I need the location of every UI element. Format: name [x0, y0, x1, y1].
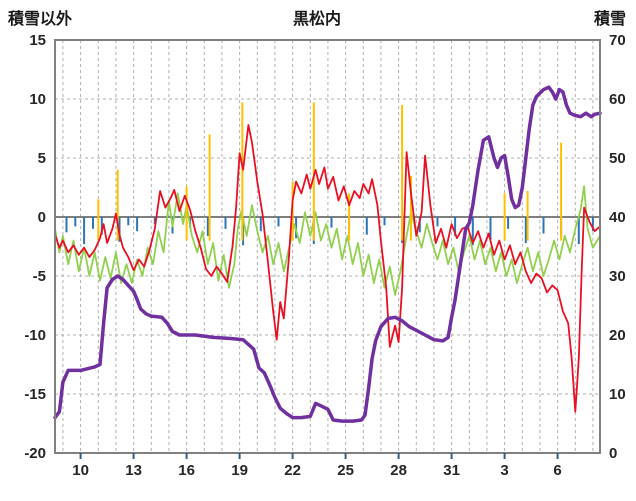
left-axis-title: 積雪以外 — [8, 11, 73, 28]
x-tick-label: 31 — [443, 462, 460, 479]
right-tick-label: 20 — [609, 327, 626, 344]
left-tick-label: 0 — [38, 209, 46, 226]
right-tick-label: 40 — [609, 209, 626, 226]
right-tick-label: 60 — [609, 91, 626, 108]
right-axis-title: 積雪 — [593, 11, 626, 28]
plot-frame — [54, 39, 601, 454]
x-tick-label: 19 — [231, 462, 248, 479]
x-tick-label: 16 — [178, 462, 195, 479]
right-tick-label: 10 — [609, 386, 626, 403]
series-orange — [97, 102, 563, 241]
series-purple — [53, 85, 602, 423]
x-tick-label: 3 — [500, 462, 508, 479]
right-tick-label: 30 — [609, 268, 626, 285]
right-tick-label: 70 — [609, 32, 626, 49]
left-axis-ticks: 15 10 5 0 -5 -10 -15 -20 — [24, 32, 46, 462]
x-tick-label: 25 — [337, 462, 354, 479]
chart-title: 黒松内 — [293, 11, 342, 28]
series-red — [54, 124, 601, 413]
x-tick-label: 13 — [125, 462, 142, 479]
gridlines-horizontal — [55, 98, 600, 395]
left-tick-label: -15 — [24, 386, 46, 403]
right-axis-ticks: 70 60 50 40 30 20 10 0 — [609, 32, 626, 462]
x-tick-label: 22 — [284, 462, 301, 479]
left-tick-label: 10 — [29, 91, 46, 108]
left-tick-label: 5 — [38, 150, 46, 167]
right-tick-label: 50 — [609, 150, 626, 167]
x-tick-label: 10 — [72, 462, 89, 479]
left-tick-label: 15 — [29, 32, 46, 49]
gridlines-vertical — [62, 40, 594, 453]
x-tick-label: 28 — [390, 462, 407, 479]
left-tick-label: -10 — [24, 327, 46, 344]
x-tick-label: 6 — [553, 462, 561, 479]
right-tick-label: 0 — [609, 445, 617, 462]
left-tick-label: -20 — [24, 445, 46, 462]
left-tick-label: -5 — [33, 268, 46, 285]
x-axis-ticks: 10 13 16 19 22 25 28 31 3 6 — [72, 453, 562, 479]
